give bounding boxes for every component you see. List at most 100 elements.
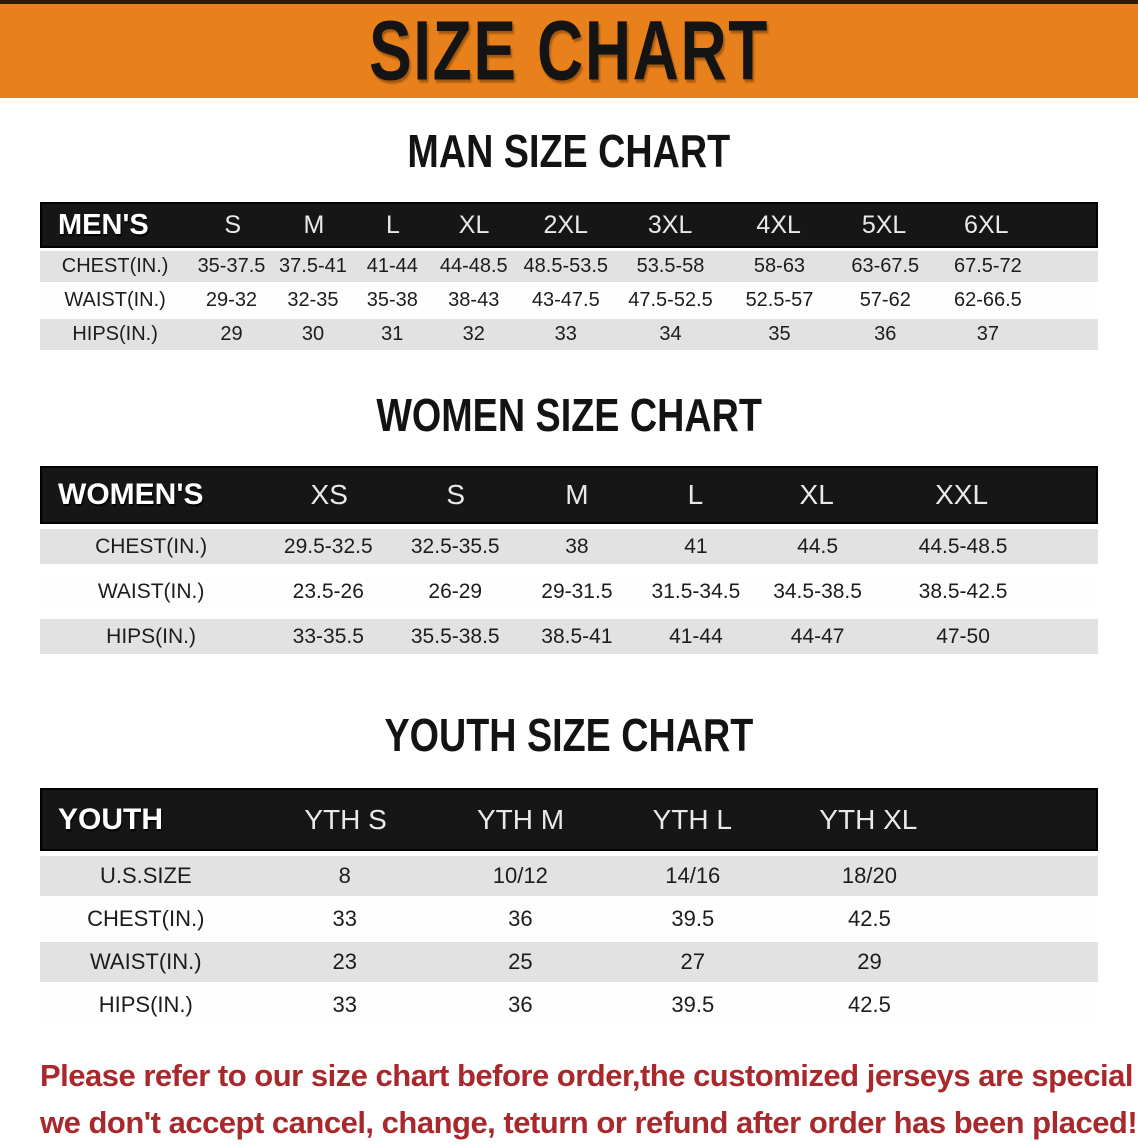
value-cell: 33-35.5 [262, 625, 394, 649]
value-cell: 35-37.5 [190, 255, 273, 278]
column-header: XL [753, 479, 879, 511]
column-header: M [516, 479, 637, 511]
man-heading-text: MAN SIZE CHART [408, 128, 731, 174]
value-cell: 37.5-41 [273, 255, 353, 278]
value-cell: 25 [438, 949, 603, 975]
column-header: L [637, 479, 753, 511]
disclaimer-line-2: we don't accept cancel, change, teturn o… [40, 1100, 1098, 1146]
value-cell: 23 [252, 949, 438, 975]
column-header: L [354, 211, 432, 240]
value-cell: 43-47.5 [516, 289, 615, 312]
value-cell: 37 [937, 323, 1039, 346]
column-header: 6XL [936, 211, 1037, 240]
row-label: CHEST(IN.) [40, 535, 262, 559]
value-cell: 38.5-42.5 [881, 580, 1045, 604]
column-header: XXL [880, 479, 1043, 511]
disclaimer-text: Please refer to our size chart before or… [40, 1053, 1098, 1146]
column-header: S [192, 211, 274, 240]
value-cell: 44.5 [754, 535, 881, 559]
column-header: YTH M [438, 804, 602, 836]
column-header: 2XL [516, 211, 615, 240]
row-label: CHEST(IN.) [40, 906, 252, 932]
row-label: WAIST(IN.) [40, 289, 190, 312]
row-label: U.S.SIZE [40, 863, 252, 889]
value-cell: 32 [431, 323, 516, 346]
column-header: YTH XL [782, 804, 955, 836]
row-label: WAIST(IN.) [40, 949, 252, 975]
value-cell: 31 [353, 323, 431, 346]
man-section-heading: MAN SIZE CHART [0, 128, 1138, 174]
value-cell: 10/12 [438, 863, 603, 889]
value-cell: 26-29 [394, 580, 516, 604]
banner-title: SIZE CHART [369, 9, 769, 93]
column-header: S [395, 479, 516, 511]
value-cell: 30 [273, 323, 353, 346]
table-corner-label: MEN'S [42, 209, 192, 242]
value-cell: 52.5-57 [726, 289, 834, 312]
column-header: 3XL [615, 211, 725, 240]
value-cell: 41-44 [638, 625, 754, 649]
value-cell: 44-47 [754, 625, 881, 649]
value-cell: 41 [638, 535, 754, 559]
value-cell: 14/16 [603, 863, 783, 889]
value-cell: 57-62 [833, 289, 937, 312]
row-label: CHEST(IN.) [40, 255, 190, 278]
value-cell: 35.5-38.5 [394, 625, 516, 649]
value-cell: 29 [190, 323, 273, 346]
value-cell: 47-50 [881, 625, 1045, 649]
value-cell: 53.5-58 [616, 255, 726, 278]
value-cell: 32.5-35.5 [394, 535, 516, 559]
value-cell: 34.5-38.5 [754, 580, 881, 604]
column-header: 5XL [832, 211, 935, 240]
value-cell: 58-63 [726, 255, 834, 278]
table-corner-label: WOMEN'S [42, 478, 263, 512]
value-cell: 44-48.5 [431, 255, 516, 278]
value-cell: 39.5 [603, 992, 783, 1018]
value-cell: 42.5 [783, 992, 957, 1018]
row-label: WAIST(IN.) [40, 580, 262, 604]
value-cell: 35-38 [353, 289, 431, 312]
youth-heading-text: YOUTH SIZE CHART [385, 712, 754, 758]
value-cell: 62-66.5 [937, 289, 1039, 312]
column-header: M [274, 211, 354, 240]
women-heading-text: WOMEN SIZE CHART [376, 392, 762, 438]
value-cell: 38 [516, 535, 638, 559]
column-header: XS [263, 479, 395, 511]
column-header: XL [432, 211, 516, 240]
value-cell: 41-44 [353, 255, 431, 278]
row-label: HIPS(IN.) [40, 625, 262, 649]
value-cell: 35 [726, 323, 834, 346]
value-cell: 42.5 [783, 906, 957, 932]
column-header: YTH L [603, 804, 782, 836]
value-cell: 23.5-26 [262, 580, 394, 604]
value-cell: 27 [603, 949, 783, 975]
value-cell: 29-32 [190, 289, 273, 312]
value-cell: 63-67.5 [833, 255, 937, 278]
value-cell: 36 [438, 992, 603, 1018]
value-cell: 29 [783, 949, 957, 975]
value-cell: 33 [516, 323, 615, 346]
women-section-heading: WOMEN SIZE CHART [0, 392, 1138, 438]
value-cell: 32-35 [273, 289, 353, 312]
value-cell: 18/20 [783, 863, 957, 889]
value-cell: 29.5-32.5 [262, 535, 394, 559]
row-label: HIPS(IN.) [40, 323, 190, 346]
value-cell: 38.5-41 [516, 625, 638, 649]
disclaimer-line-1: Please refer to our size chart before or… [40, 1053, 1098, 1100]
value-cell: 44.5-48.5 [881, 535, 1045, 559]
value-cell: 36 [438, 906, 603, 932]
